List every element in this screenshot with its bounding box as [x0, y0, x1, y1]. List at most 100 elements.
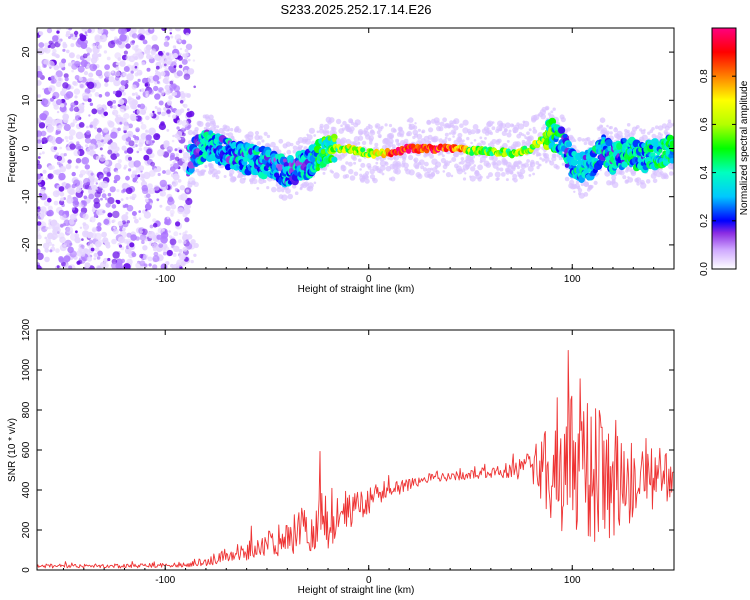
noise-blob: [52, 141, 56, 145]
ridge-halo: [292, 184, 297, 189]
noise-blob: [160, 121, 165, 126]
noise-blob: [110, 105, 113, 109]
noise-blob: [171, 139, 175, 143]
ridge-halo: [491, 138, 497, 145]
ridge-halo: [406, 130, 412, 137]
ridge-halo: [489, 131, 493, 136]
ridge-halo: [488, 172, 493, 178]
ridge-halo: [394, 168, 401, 175]
noise-blob: [119, 34, 127, 42]
ridge-halo: [236, 128, 242, 133]
noise-blob: [104, 197, 108, 201]
ridge-halo: [418, 159, 425, 166]
noise-blob: [140, 176, 145, 181]
ridge-halo: [453, 151, 460, 158]
noise-blob: [170, 163, 174, 167]
noise-blob: [169, 32, 172, 35]
noise-blob: [140, 132, 148, 140]
noise-blob: [150, 28, 153, 31]
noise-blob: [185, 189, 190, 193]
ridge-halo: [360, 132, 363, 135]
ridge-halo: [306, 134, 313, 141]
ridge-halo: [470, 129, 476, 135]
noise-blob: [116, 114, 121, 119]
noise-blob: [75, 143, 82, 150]
ridge-halo: [398, 129, 405, 136]
ridge-halo: [444, 132, 449, 137]
ridge-halo: [472, 124, 479, 130]
noise-blob: [130, 115, 137, 122]
ridge-halo: [214, 128, 219, 134]
ridge-halo: [532, 129, 538, 134]
noise-blob: [104, 168, 108, 172]
noise-blob: [70, 122, 75, 128]
noise-blob: [97, 53, 102, 57]
ridge-halo: [307, 182, 314, 189]
noise-blob: [182, 166, 188, 171]
noise-blob: [119, 105, 127, 113]
noise-blob: [119, 227, 123, 232]
noise-blob: [74, 34, 78, 38]
noise-blob: [71, 207, 76, 211]
noise-blob: [156, 234, 162, 240]
ridge-halo: [368, 135, 375, 141]
noise-blob: [65, 146, 71, 151]
ridge-halo: [626, 129, 630, 134]
noise-blob: [147, 230, 156, 239]
noise-blob: [177, 219, 180, 222]
noise-blob: [175, 221, 181, 227]
ridge-halo: [466, 128, 472, 134]
ridge-halo: [496, 177, 500, 181]
noise-blob: [74, 95, 78, 99]
noise-blob: [45, 119, 52, 127]
noise-blob: [135, 44, 139, 48]
ridge-halo: [459, 123, 464, 128]
noise-blob: [120, 258, 125, 263]
noise-blob: [94, 252, 98, 256]
noise-blob: [91, 206, 95, 210]
noise-blob: [112, 100, 117, 104]
ridge-halo: [481, 140, 486, 146]
noise-blob: [94, 34, 101, 41]
ridge-halo: [600, 125, 604, 128]
noise-blob: [107, 40, 116, 49]
ridge-halo: [426, 119, 432, 125]
ridge-halo: [357, 141, 361, 144]
noise-blob: [174, 28, 182, 32]
ridge-halo: [424, 161, 429, 167]
ridge-halo: [462, 139, 465, 143]
noise-blob: [91, 108, 98, 115]
noise-blob: [113, 228, 119, 235]
noise-blob: [82, 53, 88, 59]
noise-blob: [49, 249, 53, 253]
noise-blob: [187, 58, 191, 62]
ridge-halo: [408, 117, 414, 123]
noise-blob: [55, 54, 60, 59]
noise-blob: [180, 193, 188, 201]
noise-blob: [131, 33, 138, 39]
noise-blob: [130, 40, 135, 46]
noise-blob: [43, 47, 49, 52]
ridge-halo: [256, 141, 261, 146]
ridge-halo: [290, 142, 294, 147]
noise-blob: [89, 102, 94, 107]
noise-blob: [156, 247, 162, 253]
ridge-halo: [342, 168, 346, 172]
noise-blob: [47, 209, 54, 217]
noise-blob: [81, 92, 89, 99]
ridge-halo: [604, 170, 611, 177]
ridge-halo: [613, 127, 619, 133]
ridge-halo: [499, 167, 504, 172]
ridge-point: [578, 176, 585, 183]
noise-blob: [80, 59, 88, 67]
noise-blob: [84, 31, 88, 34]
ridge-halo: [473, 139, 477, 142]
noise-blob: [102, 210, 106, 214]
noise-blob: [123, 166, 127, 170]
noise-blob: [148, 127, 156, 136]
noise-blob: [172, 134, 175, 138]
noise-blob: [37, 173, 41, 180]
noise-blob: [86, 48, 92, 53]
ridge-halo: [285, 188, 291, 194]
ridge-halo: [191, 180, 196, 186]
